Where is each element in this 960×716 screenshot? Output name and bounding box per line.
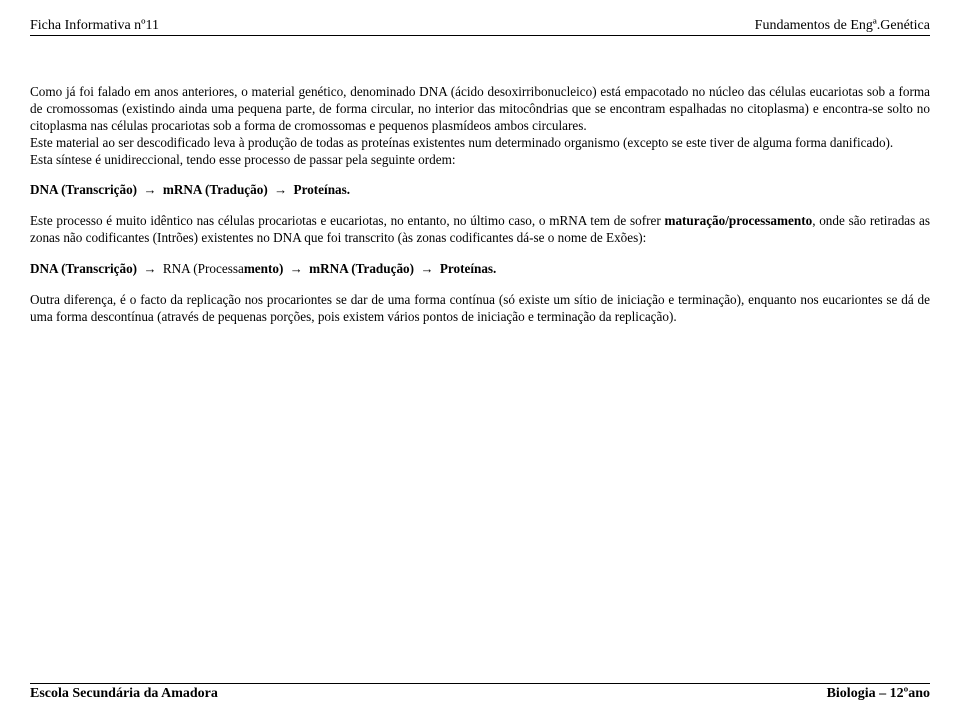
header-left: Ficha Informativa nº11: [30, 18, 159, 34]
flow2-b-pre: RNA (Processa: [163, 261, 244, 276]
flow1-c: Proteínas.: [294, 182, 351, 197]
flow2-a: DNA (Transcrição): [30, 261, 137, 276]
arrow-icon: →: [287, 261, 306, 276]
arrow-icon: →: [271, 182, 290, 197]
paragraph-intro: Como já foi falado em anos anteriores, o…: [30, 84, 930, 168]
arrow-icon: →: [140, 261, 159, 276]
flow1-a: DNA (Transcrição): [30, 182, 137, 197]
page-header: Ficha Informativa nº11 Fundamentos de En…: [30, 18, 930, 36]
paragraph-process: Este processo é muito idêntico nas célul…: [30, 213, 930, 247]
arrow-icon: →: [140, 182, 159, 197]
flow2-c: mRNA (Tradução): [309, 261, 414, 276]
text-p5b: maturação/processamento: [664, 213, 812, 228]
text-p7: Outra diferença, é o facto da replicação…: [30, 292, 930, 324]
text-p5: Este processo é muito idêntico nas célul…: [30, 213, 664, 228]
text-p2: Este material ao ser descodificado leva …: [30, 135, 893, 150]
footer-left: Escola Secundária da Amadora: [30, 686, 218, 702]
flow-line-2: DNA (Transcrição) → RNA (Processamento) …: [30, 261, 930, 278]
flow1-b: mRNA (Tradução): [163, 182, 268, 197]
header-right: Fundamentos de Engª.Genética: [755, 18, 930, 34]
paragraph-difference: Outra diferença, é o facto da replicação…: [30, 292, 930, 326]
page-footer: Escola Secundária da Amadora Biologia – …: [30, 683, 930, 702]
text-p1: Como já foi falado em anos anteriores, o…: [30, 84, 930, 133]
footer-right: Biologia – 12ºano: [827, 686, 930, 702]
text-p3: Esta síntese é unidireccional, tendo ess…: [30, 152, 456, 167]
flow2-d: Proteínas.: [440, 261, 497, 276]
arrow-icon: →: [417, 261, 436, 276]
flow2-b-bold: mento): [244, 261, 284, 276]
flow-line-1: DNA (Transcrição) → mRNA (Tradução) → Pr…: [30, 182, 930, 199]
